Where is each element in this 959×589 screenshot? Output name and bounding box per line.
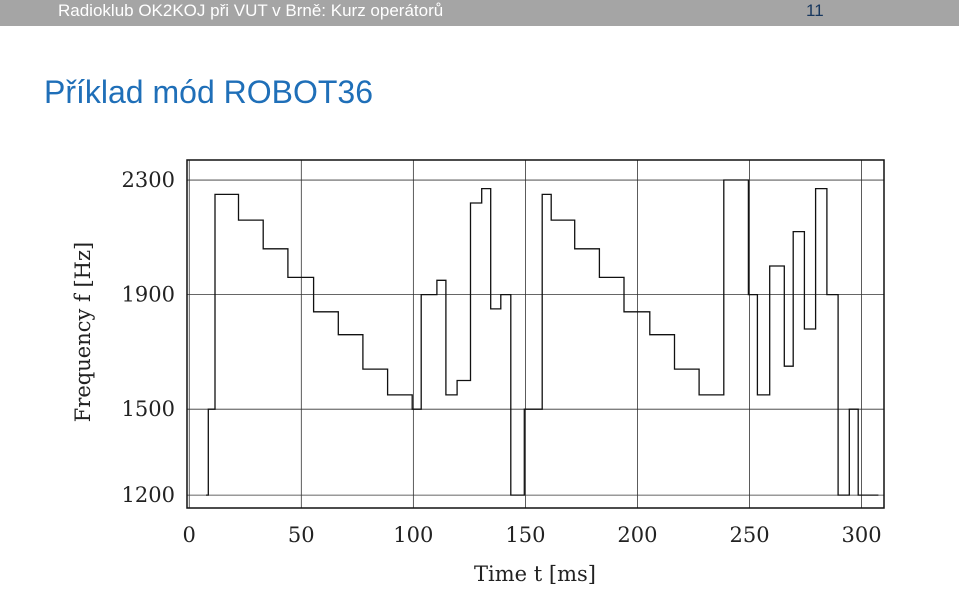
series-line (206, 179, 879, 496)
y-tick-label: 1500 (122, 397, 175, 421)
x-tick-label: 200 (617, 523, 657, 547)
x-tick-label: 100 (393, 523, 433, 547)
y-tick-labels: 1200 1500 1900 2300 (122, 168, 175, 507)
x-axis-label: Time t [ms] (474, 562, 596, 586)
y-tick-label: 1900 (122, 283, 175, 307)
header-bar: Radioklub OK2KOJ při VUT v Brně: Kurz op… (0, 0, 959, 26)
x-tick-labels: 0 50 100 150 200 250 300 (183, 523, 882, 547)
y-tick-label: 2300 (122, 168, 175, 192)
x-tick-label: 0 (183, 523, 196, 547)
y-tick-label: 1200 (122, 483, 175, 507)
x-tick-label: 150 (505, 523, 545, 547)
x-tick-label: 250 (729, 523, 769, 547)
x-tick-label: 50 (288, 523, 315, 547)
plot-frame (186, 159, 885, 509)
chart-grid (187, 160, 884, 508)
page-number: 11 (806, 1, 824, 20)
y-axis-label: Frequency f [Hz] (71, 242, 95, 422)
header-text: Radioklub OK2KOJ při VUT v Brně: Kurz op… (58, 1, 444, 20)
x-tick-label: 300 (842, 523, 882, 547)
slide-title: Příklad mód ROBOT36 (44, 74, 373, 110)
